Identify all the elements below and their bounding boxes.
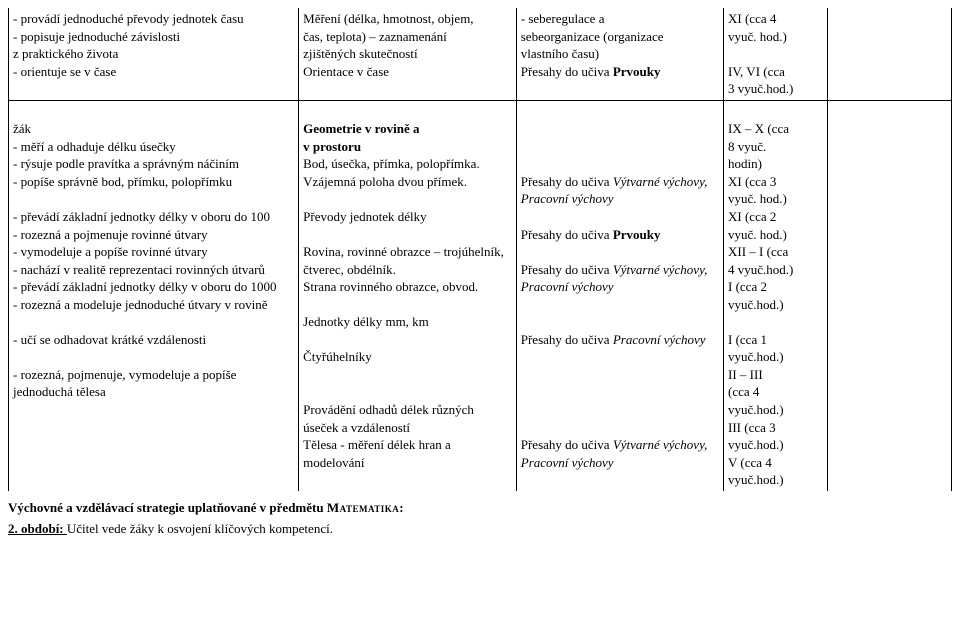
text: V (cca 4 <box>728 454 823 472</box>
text: zjištěných skutečností <box>303 45 512 63</box>
text: Přesahy do učiva Výtvarné výchovy, Praco… <box>521 261 719 296</box>
text: 4 vyuč.hod.) <box>728 261 823 279</box>
text: - učí se odhadovat krátké vzdálenosti <box>13 331 294 349</box>
text: Strana rovinného obrazce, obvod. <box>303 278 512 296</box>
text: vyuč.hod.) <box>728 471 823 489</box>
text: sebeorganizace (organizace <box>521 28 719 46</box>
text: - převádí základní jednotky délky v obor… <box>13 278 294 296</box>
text: XI (cca 4 <box>728 10 823 28</box>
cell-time: XI (cca 4 vyuč. hod.) IV, VI (cca 3 vyuč… <box>724 8 828 100</box>
cell-outcomes: - provádí jednoduché převody jednotek ča… <box>9 8 299 100</box>
text: Přesahy do učiva Výtvarné výchovy, Praco… <box>521 173 719 208</box>
text: I (cca 1 <box>728 331 823 349</box>
text: XII – I (cca <box>728 243 823 261</box>
cell-empty <box>827 8 951 100</box>
text: Přesahy do učiva Pracovní výchovy <box>521 331 719 349</box>
text: - vymodeluje a popíše rovinné útvary <box>13 243 294 261</box>
text: Přesahy do učiva Prvouky <box>521 63 719 81</box>
text: XI (cca 3 <box>728 173 823 191</box>
text: - popíše správně bod, přímku, polopřímku <box>13 173 294 191</box>
text: - seberegulace a <box>521 10 719 28</box>
text: II – III <box>728 366 823 384</box>
text: (cca 4 <box>728 383 823 401</box>
text: vyuč.hod.) <box>728 296 823 314</box>
period-note: 2. období: Učitel vede žáky k osvojení k… <box>8 520 952 538</box>
strategies-heading: Výchovné a vzdělávací strategie uplatňov… <box>8 499 952 517</box>
text: Jednotky délky mm, km <box>303 313 512 331</box>
text: I (cca 2 <box>728 278 823 296</box>
text: - rozezná a modeluje jednoduché útvary v… <box>13 296 294 314</box>
text <box>728 45 823 63</box>
text: Měření (délka, hmotnost, objem, <box>303 10 512 28</box>
cell-content: Geometrie v rovině a v prostoru Bod, úse… <box>299 100 517 491</box>
text: XI (cca 2 <box>728 208 823 226</box>
text: Přesahy do učiva Prvouky <box>521 226 719 244</box>
text: Přesahy do učiva Výtvarné výchovy, Praco… <box>521 436 719 471</box>
cell-links: - seberegulace a sebeorganizace (organiz… <box>516 8 723 100</box>
text: IV, VI (cca <box>728 63 823 81</box>
text: Geometrie v rovině a <box>303 120 512 138</box>
text: vyuč.hod.) <box>728 348 823 366</box>
table-row: žák - měří a odhaduje délku úsečky - rýs… <box>9 100 952 491</box>
cell-empty <box>827 100 951 491</box>
text: - nachází v realitě reprezentaci rovinný… <box>13 261 294 279</box>
footer-block: Výchovné a vzdělávací strategie uplatňov… <box>8 499 952 538</box>
text: - provádí jednoduché převody jednotek ča… <box>13 10 294 28</box>
cell-links: Přesahy do učiva Výtvarné výchovy, Praco… <box>516 100 723 491</box>
cell-time: IX – X (cca 8 vyuč. hodin) XI (cca 3 vyu… <box>724 100 828 491</box>
text: Orientace v čase <box>303 63 512 81</box>
curriculum-table: - provádí jednoduché převody jednotek ča… <box>8 8 952 491</box>
text: - rozezná a pojmenuje rovinné útvary <box>13 226 294 244</box>
text: vyuč. hod.) <box>728 190 823 208</box>
text: vyuč. hod.) <box>728 226 823 244</box>
text: v prostoru <box>303 138 512 156</box>
text: Bod, úsečka, přímka, polopřímka. <box>303 155 512 173</box>
text: čas, teplota) – zaznamenání <box>303 28 512 46</box>
text: - převádí základní jednotky délky v obor… <box>13 208 294 226</box>
text: žák <box>13 120 294 138</box>
text: III (cca 3 <box>728 419 823 437</box>
text: - orientuje se v čase <box>13 63 294 81</box>
text: vyuč. hod.) <box>728 28 823 46</box>
text: Převody jednotek délky <box>303 208 512 226</box>
text: hodin) <box>728 155 823 173</box>
cell-outcomes: žák - měří a odhaduje délku úsečky - rýs… <box>9 100 299 491</box>
text: z praktického života <box>13 45 294 63</box>
text: - rozezná, pojmenuje, vymodeluje a popíš… <box>13 366 294 401</box>
text: 8 vyuč. <box>728 138 823 156</box>
text: - měří a odhaduje délku úsečky <box>13 138 294 156</box>
text: Vzájemná poloha dvou přímek. <box>303 173 512 191</box>
cell-content: Měření (délka, hmotnost, objem, čas, tep… <box>299 8 517 100</box>
text: - popisuje jednoduché závislosti <box>13 28 294 46</box>
text: IX – X (cca <box>728 120 823 138</box>
text: vyuč.hod.) <box>728 436 823 454</box>
table-row: - provádí jednoduché převody jednotek ča… <box>9 8 952 100</box>
text: Tělesa - měření délek hran a modelování <box>303 436 512 471</box>
text: Provádění odhadů délek různých úseček a … <box>303 401 512 436</box>
text: 3 vyuč.hod.) <box>728 80 823 98</box>
text: vyuč.hod.) <box>728 401 823 419</box>
text: - rýsuje podle pravítka a správným náčin… <box>13 155 294 173</box>
text: Rovina, rovinné obrazce – trojúhelník, č… <box>303 243 512 278</box>
text: Čtyřúhelníky <box>303 348 512 366</box>
text: vlastního času) <box>521 45 719 63</box>
